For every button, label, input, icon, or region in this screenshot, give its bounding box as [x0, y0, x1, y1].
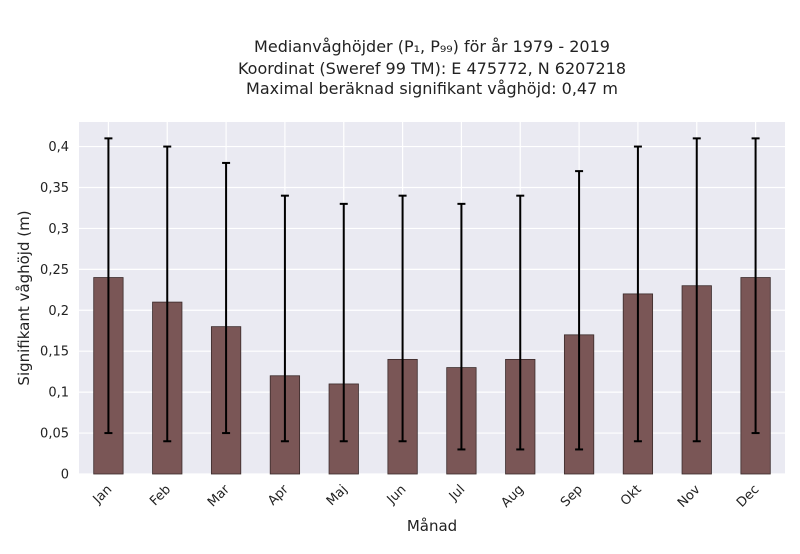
- error-bar-jun: [398, 194, 407, 443]
- y-tick-label: 0,1: [48, 386, 69, 401]
- x-tick-label-mar: Mar: [205, 482, 233, 510]
- y-tick-label: 0,35: [40, 181, 69, 196]
- y-axis-ticks: 0 0,05 0,1 0,15 0,2 0,25 0,3 0,35 0,4: [40, 140, 69, 482]
- chart-title-line-2: Koordinat (Sweref 99 TM): E 475772, N 62…: [238, 59, 626, 78]
- error-bar-aug: [516, 194, 525, 451]
- error-bar-apr: [280, 194, 289, 443]
- x-axis-ticks: Jan Feb Mar Apr Maj Jun Jul Aug Sep Okt Nov Dec: [90, 482, 763, 511]
- x-axis-label: Månad: [407, 517, 457, 535]
- x-tick-label-feb: Feb: [147, 482, 174, 509]
- error-bar-mar: [222, 161, 231, 435]
- error-bar-nov: [692, 137, 701, 443]
- error-bar-maj: [339, 202, 348, 443]
- error-bars: [104, 137, 760, 451]
- x-tick-label-dec: Dec: [734, 482, 762, 510]
- x-tick-label-jun: Jun: [384, 482, 410, 508]
- y-tick-label: 0,25: [40, 263, 69, 278]
- x-tick-label-maj: Maj: [324, 482, 351, 509]
- x-tick-label-okt: Okt: [618, 482, 645, 509]
- error-bar-okt: [633, 145, 642, 443]
- y-tick-label: 0,3: [48, 222, 69, 237]
- y-tick-label: 0,4: [48, 140, 69, 155]
- x-tick-label-aug: Aug: [499, 482, 528, 511]
- error-bar-jul: [457, 202, 466, 451]
- x-tick-label-nov: Nov: [675, 482, 704, 511]
- chart-title-line-3: Maximal beräknad signifikant våghöjd: 0,…: [246, 79, 618, 98]
- y-axis-label: Signifikant våghöjd (m): [15, 210, 33, 385]
- x-tick-label-sep: Sep: [558, 482, 586, 510]
- x-tick-label-apr: Apr: [265, 482, 292, 509]
- chart-title-line-1: Medianvåghöjder (P₁, P₉₉) för år 1979 - …: [254, 37, 610, 56]
- error-bar-sep: [575, 170, 584, 451]
- y-tick-label: 0: [61, 468, 69, 483]
- x-tick-label-jan: Jan: [90, 482, 115, 507]
- chart-title: Medianvåghöjder (P₁, P₉₉) för år 1979 - …: [238, 37, 626, 98]
- x-tick-label-jul: Jul: [446, 482, 468, 504]
- error-bar-feb: [163, 145, 172, 443]
- y-tick-label: 0,05: [40, 427, 69, 442]
- plot-area: [79, 122, 785, 474]
- error-bar-jan: [104, 137, 113, 435]
- error-bar-dec: [751, 137, 760, 435]
- y-tick-label: 0,2: [48, 304, 69, 319]
- y-tick-label: 0,15: [40, 345, 69, 360]
